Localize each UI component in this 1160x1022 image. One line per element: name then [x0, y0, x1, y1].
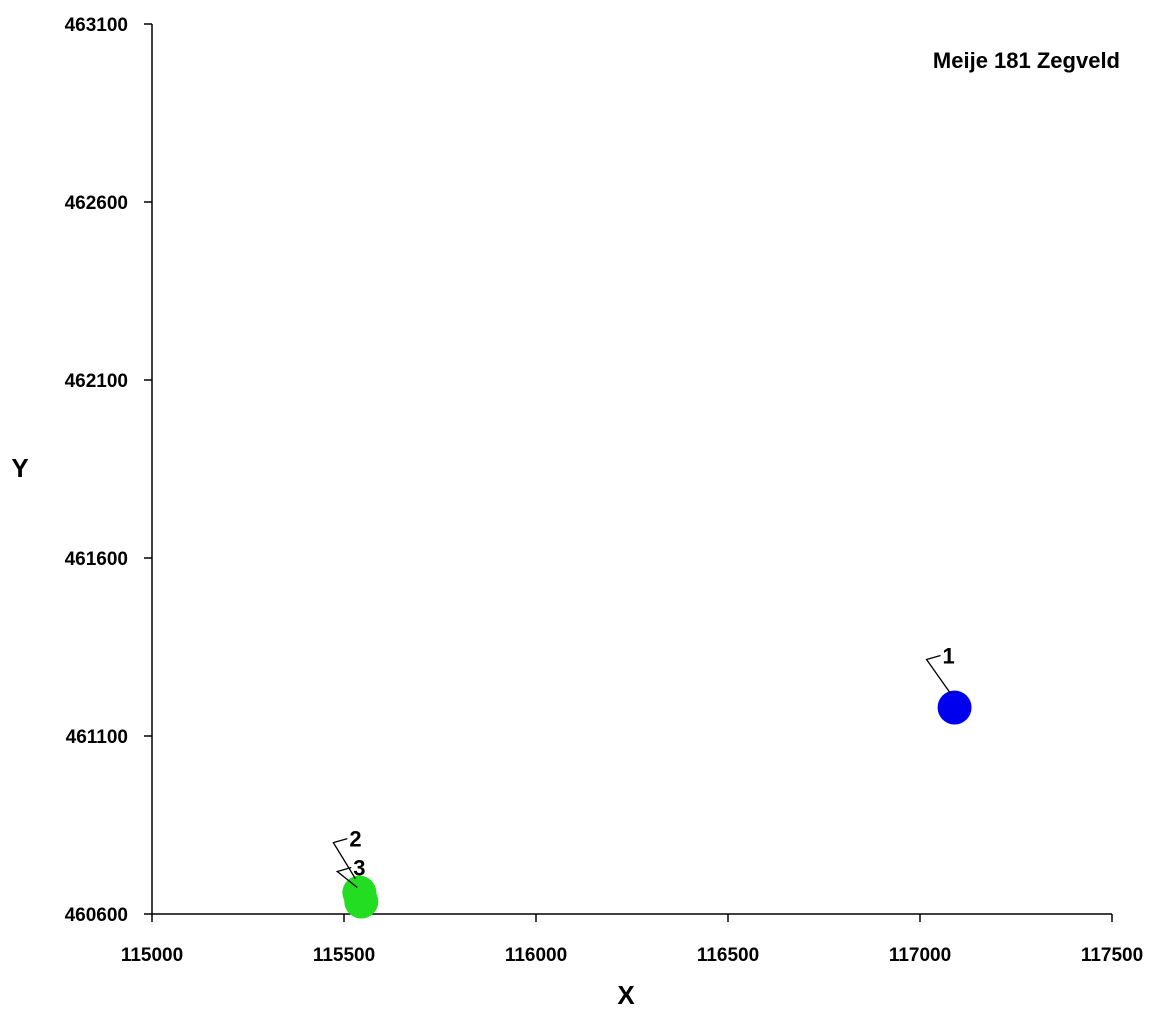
- x-tick-label: 116000: [505, 945, 567, 966]
- point-leader-line: [925, 654, 952, 694]
- x-tick-label: 117000: [889, 945, 951, 966]
- y-axis-ticks: 460600 461100 461600 462100 462600 463100: [65, 15, 152, 926]
- x-tick-label: 116500: [697, 945, 759, 966]
- x-tick-label: 115500: [313, 945, 375, 966]
- data-point-1: [937, 690, 972, 725]
- y-axis-title: Y: [11, 453, 28, 483]
- y-tick-label: 462100: [65, 371, 128, 392]
- data-points: 1 2 3: [332, 644, 972, 919]
- x-axis-ticks: 115000 115500 116000 116500 117000 117500: [121, 914, 1143, 966]
- y-tick-label: 461100: [66, 727, 128, 748]
- y-tick-label: 463100: [65, 15, 128, 36]
- point-label-1: 1: [943, 644, 955, 669]
- x-axis-title: X: [617, 980, 635, 1010]
- y-tick-label: 461600: [65, 549, 128, 570]
- point-leader-line: [332, 838, 356, 879]
- data-point-3: [344, 884, 379, 919]
- y-tick-label: 460600: [65, 905, 128, 926]
- x-tick-label: 115000: [121, 945, 183, 966]
- chart-title: Meije 181 Zegveld: [933, 48, 1120, 73]
- y-tick-label: 462600: [65, 193, 128, 214]
- point-label-3: 3: [353, 856, 365, 881]
- x-tick-label: 117500: [1081, 945, 1143, 966]
- point-leader-line: [335, 866, 358, 889]
- point-label-2: 2: [349, 827, 361, 852]
